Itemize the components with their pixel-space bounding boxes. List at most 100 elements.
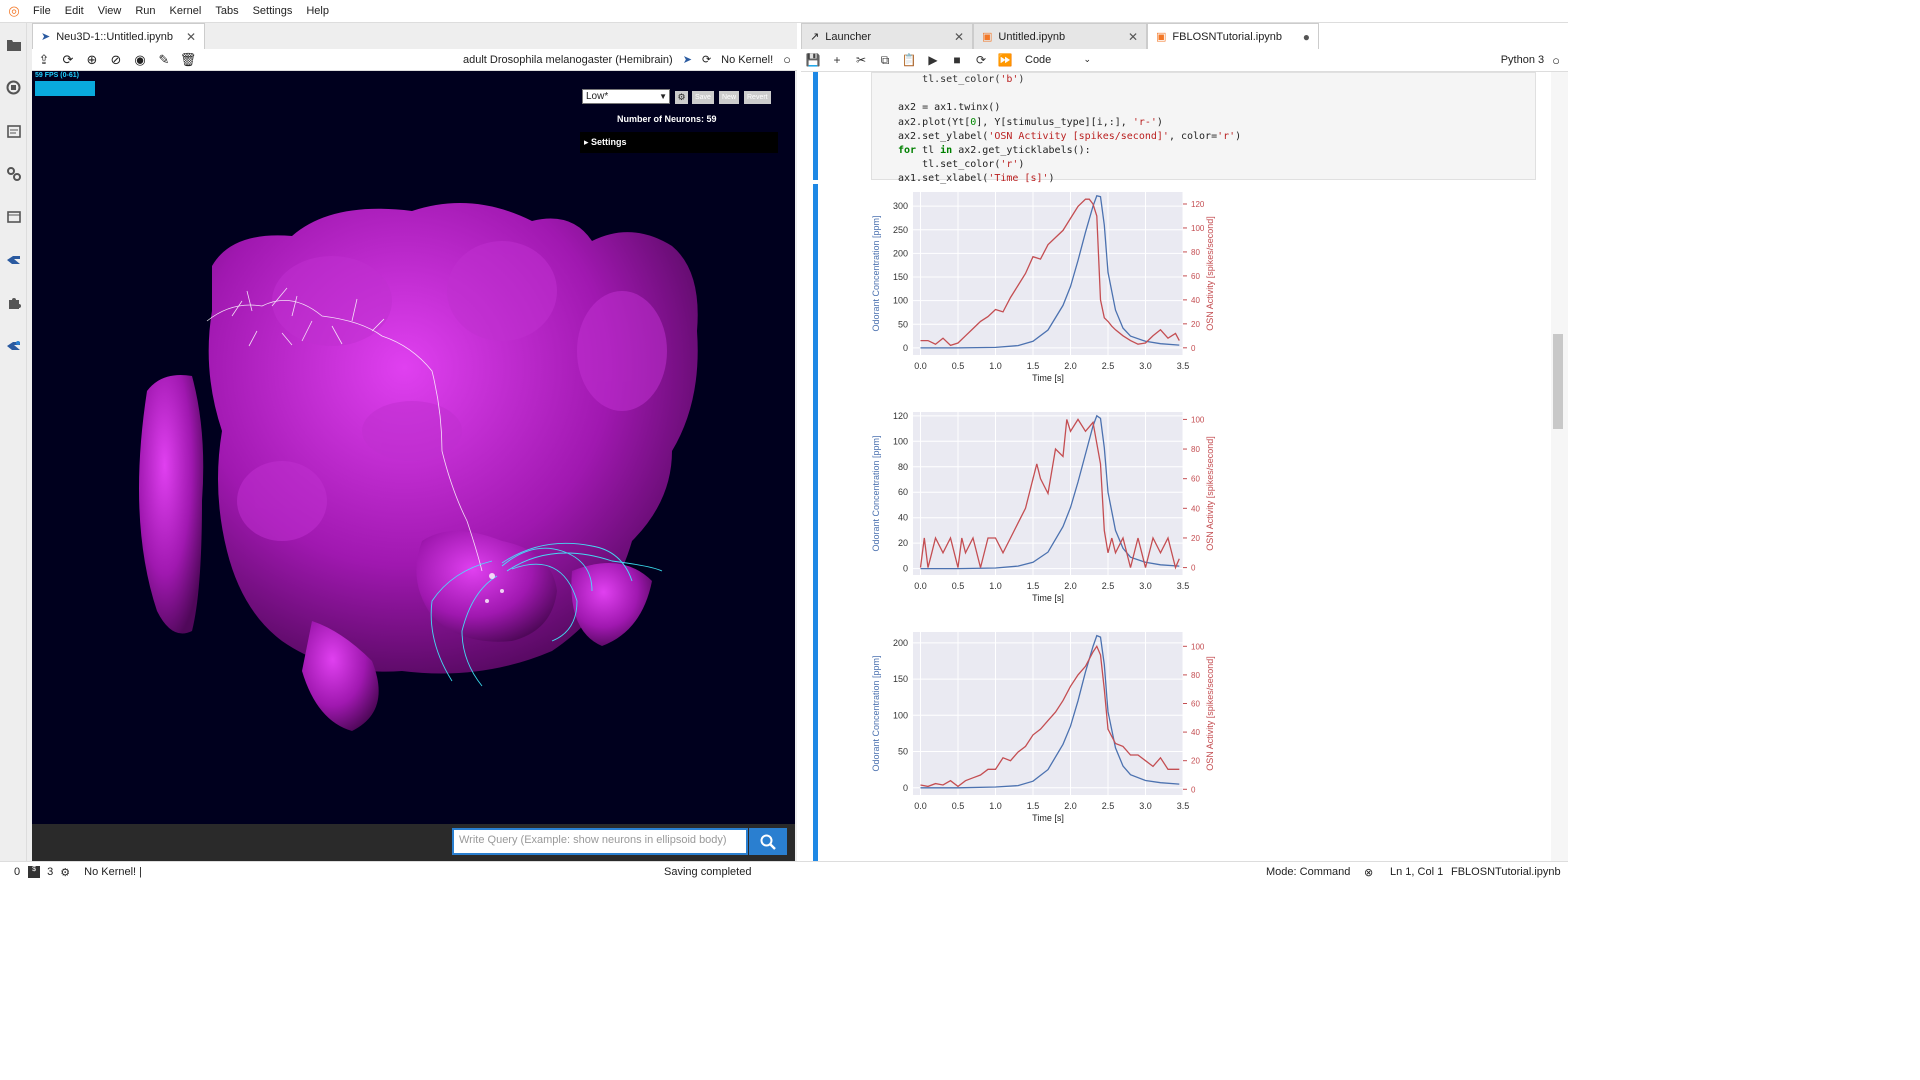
menu-view[interactable]: View (97, 5, 122, 17)
x-tick-label: 2.5 (1102, 361, 1115, 371)
menu-tabs[interactable]: Tabs (215, 5, 239, 17)
hide-all-icon[interactable]: ⊘ (110, 51, 122, 67)
new-button[interactable]: New (719, 91, 740, 104)
add-cell-icon[interactable]: + (833, 53, 841, 67)
output-plots: 0.0 0.5 1.0 1.5 2.0 2.5 3.0 3.50501001502002503… (871, 192, 1215, 823)
neu3d-icon[interactable] (5, 251, 22, 268)
status-terminals-count: 3 (47, 866, 54, 878)
menu-run[interactable]: Run (135, 5, 156, 17)
x-tick-label: 1.5 (1027, 801, 1040, 811)
menu-bar: ◎ File Edit View Run Kernel Tabs Setting… (0, 0, 1568, 23)
stop-icon[interactable]: ■ (953, 53, 961, 67)
output-collapser[interactable] (813, 184, 818, 861)
refresh-icon[interactable]: ⟳ (62, 51, 74, 67)
plot-area (913, 632, 1183, 795)
y-tick-label: 150 (893, 272, 908, 282)
neu3d-tab-icon: ➤ (41, 31, 51, 43)
y-tick-label: 20 (898, 538, 908, 548)
gear-icon[interactable]: ⚙ (60, 866, 71, 879)
extensions-icon[interactable] (5, 294, 22, 311)
x-tick-label: 1.0 (989, 361, 1002, 371)
x-tick-label: 2.5 (1102, 581, 1115, 591)
show-all-icon[interactable]: ◉ (134, 51, 146, 67)
y2-tick-label: 120 (1191, 200, 1205, 209)
x-axis-label: Time [s] (1032, 593, 1064, 603)
running-icon[interactable] (5, 79, 22, 96)
tab-untitled-label: Untitled.ipynb (998, 30, 1066, 43)
x-tick-label: 0.5 (952, 361, 965, 371)
x-axis-label: Time [s] (1032, 813, 1064, 823)
settings-toggle[interactable]: ▸ Settings (580, 132, 778, 153)
paste-icon[interactable]: 📋 (901, 53, 917, 67)
menu-edit[interactable]: Edit (64, 5, 84, 17)
upload-icon[interactable]: ⇪ (38, 51, 50, 67)
tab-fblosn-label: FBLOSNTutorial.ipynb (1172, 30, 1283, 43)
x-tick-label: 2.0 (1064, 801, 1077, 811)
x-tick-label: 3.5 (1177, 801, 1190, 811)
tab-launcher-label: Launcher (825, 30, 872, 43)
y2-tick-label: 0 (1191, 344, 1196, 353)
run-icon[interactable]: ▶ (928, 53, 938, 67)
neu3d-canvas[interactable]: 59 FPS (0-61) Low* ▼ ⚙ Save New Revert N… (32, 71, 795, 824)
y-tick-label: 200 (893, 248, 908, 258)
menu-kernel[interactable]: Kernel (169, 5, 202, 17)
osn-activity-line (919, 418, 1180, 570)
menu-settings[interactable]: Settings (252, 5, 293, 17)
x-tick-label: 2.0 (1064, 361, 1077, 371)
y2-axis-label: OSN Activity [spikes/second] (1205, 216, 1215, 331)
cell-collapser[interactable] (813, 72, 818, 180)
caret-right-icon: ▸ (584, 137, 589, 147)
notebook-content: tl.set_color('b') ax2 = ax1.twinx() ax2.… (801, 72, 1551, 861)
close-icon[interactable]: ✕ (185, 29, 196, 44)
scrollbar-thumb[interactable] (1553, 334, 1563, 429)
zoom-icon[interactable]: ⊕ (86, 51, 98, 67)
revert-button[interactable]: Revert (744, 91, 771, 104)
y-tick-label: 0 (903, 343, 908, 353)
code-cell[interactable]: tl.set_color('b') ax2 = ax1.twinx() ax2.… (871, 72, 1536, 184)
save-button[interactable]: Save (692, 91, 714, 104)
x-tick-label: 0.5 (952, 581, 965, 591)
close-icon[interactable]: ✕ (1127, 29, 1138, 44)
commands-icon[interactable] (5, 122, 22, 139)
copy-icon[interactable]: ⧉ (880, 52, 890, 67)
quality-value: Low* (586, 91, 609, 102)
y-tick-label: 60 (898, 487, 908, 497)
neuron-count-value: 59 (706, 114, 717, 124)
y2-tick-label: 60 (1191, 475, 1200, 484)
folder-icon[interactable] (5, 36, 22, 53)
bug-icon[interactable]: ⊗ (1364, 866, 1374, 879)
scrollbar[interactable] (1551, 72, 1568, 861)
terminal-icon[interactable]: $ (28, 866, 41, 878)
tab-fblosn[interactable]: ▣ FBLOSNTutorial.ipynb ● (1147, 23, 1319, 49)
menu-help[interactable]: Help (306, 5, 329, 17)
search-button[interactable] (749, 828, 787, 855)
tabs-icon[interactable] (5, 208, 22, 225)
menu-file[interactable]: File (33, 5, 51, 17)
notebook-icon: ▣ (1156, 31, 1167, 43)
fast-forward-icon[interactable]: ⏩ (997, 53, 1013, 67)
tab-neu3d[interactable]: ➤ Neu3D-1::Untitled.ipynb ✕ (32, 23, 205, 49)
fps-counter: 59 FPS (0-61) (35, 72, 79, 79)
y-axis-label: Odorant Concentration [ppm] (871, 435, 881, 551)
chevron-down-icon: ▼ (659, 92, 667, 101)
save-icon[interactable]: 💾 (805, 53, 821, 67)
tab-untitled[interactable]: ▣ Untitled.ipynb ✕ (973, 23, 1147, 49)
kernel-name[interactable]: Python 3 (1500, 54, 1545, 66)
cell-type-select[interactable]: Code ⌄ (1025, 54, 1091, 66)
unsaved-dot-icon[interactable]: ● (1302, 29, 1310, 44)
tab-launcher[interactable]: ↗ Launcher ✕ (801, 23, 973, 49)
cut-icon[interactable]: ✂ (855, 53, 867, 67)
y-tick-label: 200 (893, 638, 908, 648)
ffbo-icon[interactable] (5, 337, 22, 354)
settings-gears-icon[interactable] (5, 165, 22, 182)
restart-icon[interactable]: ⟳ (701, 54, 712, 66)
trash-icon[interactable]: 🗑 (179, 51, 197, 67)
gear-icon[interactable]: ⚙ (675, 91, 688, 104)
query-input[interactable]: Write Query (Example: show neurons in el… (452, 828, 748, 855)
quality-select[interactable]: Low* ▼ (582, 89, 670, 104)
notebook-icon: ▣ (982, 31, 993, 43)
x-tick-label: 2.5 (1102, 801, 1115, 811)
close-icon[interactable]: ✕ (953, 29, 964, 44)
unpin-icon[interactable]: ✎ (158, 51, 170, 67)
restart-icon[interactable]: ⟳ (975, 53, 987, 67)
